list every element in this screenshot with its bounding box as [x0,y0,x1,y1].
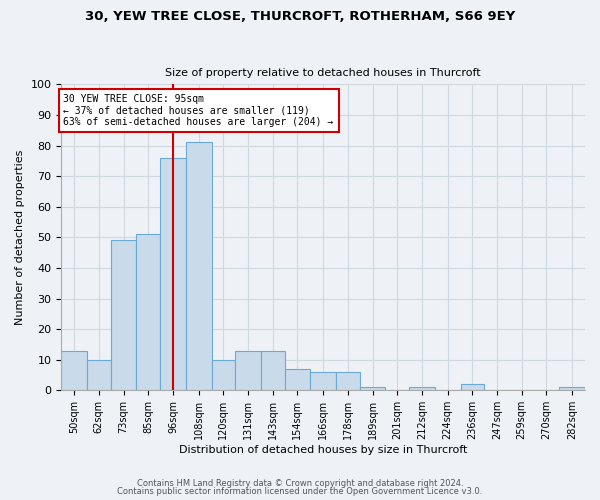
Bar [336,372,359,390]
Bar [284,369,310,390]
Text: 30 YEW TREE CLOSE: 95sqm
← 37% of detached houses are smaller (119)
63% of semi-: 30 YEW TREE CLOSE: 95sqm ← 37% of detach… [64,94,334,126]
Bar [359,388,385,390]
Title: Size of property relative to detached houses in Thurcroft: Size of property relative to detached ho… [166,68,481,78]
Bar [212,360,235,390]
Bar [261,350,284,391]
Text: 30, YEW TREE CLOSE, THURCROFT, ROTHERHAM, S66 9EY: 30, YEW TREE CLOSE, THURCROFT, ROTHERHAM… [85,10,515,23]
Bar [160,158,186,390]
Bar [136,234,160,390]
Bar [559,388,585,390]
Text: Contains public sector information licensed under the Open Government Licence v3: Contains public sector information licen… [118,487,482,496]
Bar [310,372,336,390]
Bar [61,350,87,391]
Bar [110,240,136,390]
Bar [461,384,484,390]
X-axis label: Distribution of detached houses by size in Thurcroft: Distribution of detached houses by size … [179,445,467,455]
Bar [87,360,110,390]
Bar [186,142,212,390]
Bar [409,388,435,390]
Y-axis label: Number of detached properties: Number of detached properties [15,150,25,325]
Bar [235,350,261,391]
Text: Contains HM Land Registry data © Crown copyright and database right 2024.: Contains HM Land Registry data © Crown c… [137,478,463,488]
